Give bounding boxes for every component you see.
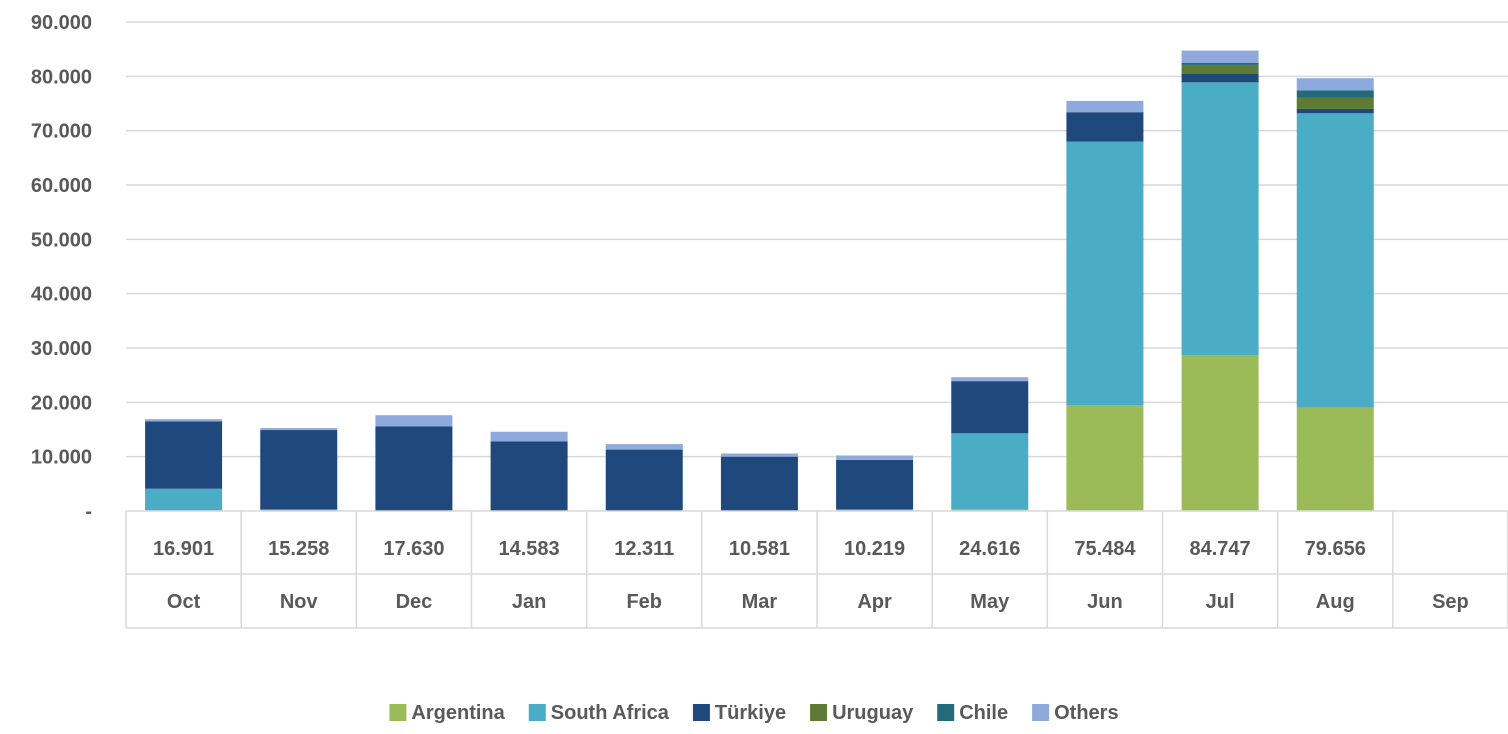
bar-feb-others: [605, 444, 683, 450]
bar-jul-t-rkiye: [1181, 73, 1259, 83]
category-label-jan: Jan: [512, 591, 546, 613]
bar-aug-south-africa: [1296, 113, 1374, 408]
total-label-feb: 12.311: [614, 538, 674, 560]
x-axis-data-table: 16.901 Oct 15.258 Nov 17.630 Dec 14.583 Jan 12.3…: [125, 510, 1508, 629]
bar-aug-uruguay: [1296, 97, 1374, 109]
bar-jun-others: [1066, 100, 1144, 113]
y-tick-label: 70.000: [31, 121, 92, 143]
bar-may-argentina: [951, 509, 1029, 511]
category-label-mar: Mar: [742, 591, 778, 613]
bar-dec-others: [375, 415, 453, 427]
category-label-dec: Dec: [396, 591, 433, 613]
bar-aug-chile: [1296, 90, 1374, 98]
bar-aug-t-rkiye: [1296, 108, 1374, 114]
bar-jul-argentina: [1181, 355, 1259, 511]
category-label-aug: Aug: [1316, 591, 1355, 613]
y-tick-label: -: [85, 501, 92, 523]
bar-apr-others: [836, 455, 914, 460]
bar-may-south-africa: [951, 433, 1029, 510]
total-label-jul: 84.747: [1189, 538, 1250, 560]
total-label-apr: 10.219: [844, 538, 905, 560]
category-label-nov: Nov: [280, 591, 319, 613]
bar-jun-argentina: [1066, 405, 1144, 511]
total-label-oct: 16.901: [153, 538, 214, 560]
bar-oct-t-rkiye: [145, 421, 223, 489]
bars: [145, 50, 1374, 511]
bar-jun-south-africa: [1066, 141, 1144, 406]
total-label-nov: 15.258: [268, 538, 329, 560]
bar-jan-t-rkiye: [490, 441, 568, 511]
bar-aug-others: [1296, 78, 1374, 91]
legend-label-chile: Chile: [959, 702, 1008, 724]
bar-feb-t-rkiye: [605, 449, 683, 511]
legend-label-south-africa: South Africa: [551, 702, 670, 724]
y-tick-label: 80.000: [31, 66, 92, 88]
legend-label-others: Others: [1054, 702, 1118, 724]
legend-swatch-t-rkiye: [692, 704, 710, 721]
bar-may-others: [951, 377, 1029, 382]
total-label-jan: 14.583: [498, 538, 559, 560]
bar-oct-others: [145, 419, 223, 422]
legend-swatch-others: [1032, 704, 1050, 721]
legend-swatch-argentina: [389, 704, 407, 721]
y-tick-label: 40.000: [31, 284, 92, 306]
bar-dec-t-rkiye: [375, 426, 453, 511]
total-label-may: 24.616: [959, 538, 1020, 560]
legend-label-uruguay: Uruguay: [832, 702, 914, 724]
bar-mar-t-rkiye: [720, 456, 798, 511]
bar-oct-south-africa: [145, 488, 223, 511]
total-label-mar: 10.581: [729, 538, 790, 560]
bar-jun-t-rkiye: [1066, 112, 1144, 142]
y-axis-tick-labels: - 10.000 20.000 30.000 40.000 50.000 60.000 70.…: [31, 12, 92, 523]
bar-aug-argentina: [1296, 407, 1374, 511]
y-tick-label: 50.000: [31, 229, 92, 251]
bar-nov-south-africa: [260, 509, 338, 511]
total-label-dec: 17.630: [383, 538, 444, 560]
legend-label-argentina: Argentina: [411, 702, 505, 724]
y-tick-label: 60.000: [31, 175, 92, 197]
legend-label-t-rkiye: Türkiye: [715, 702, 786, 724]
y-tick-label: 10.000: [31, 447, 92, 469]
bar-apr-south-africa: [836, 509, 914, 511]
category-label-jun: Jun: [1087, 591, 1123, 613]
bar-jul-chile: [1181, 62, 1259, 65]
bar-may-t-rkiye: [951, 381, 1029, 434]
legend-swatch-uruguay: [810, 704, 828, 721]
category-label-jul: Jul: [1206, 591, 1235, 613]
legend-swatch-chile: [937, 704, 955, 721]
y-tick-label: 90.000: [31, 12, 92, 34]
bar-jul-uruguay: [1181, 64, 1259, 74]
bar-apr-t-rkiye: [836, 459, 914, 510]
bar-jul-others: [1181, 50, 1259, 63]
bar-jul-south-africa: [1181, 82, 1259, 356]
category-label-sep: Sep: [1432, 591, 1469, 613]
category-label-feb: Feb: [626, 591, 662, 613]
category-label-oct: Oct: [167, 591, 201, 613]
bar-mar-others: [720, 453, 798, 457]
total-label-jun: 75.484: [1074, 538, 1136, 560]
category-label-apr: Apr: [857, 591, 892, 613]
bar-jan-others: [490, 431, 568, 442]
category-label-may: May: [970, 591, 1010, 613]
legend: Argentina South Africa Türkiye Uruguay Chile…: [389, 702, 1119, 724]
gridlines: [126, 21, 1508, 458]
y-tick-label: 20.000: [31, 392, 92, 414]
total-label-aug: 79.656: [1305, 538, 1366, 560]
bar-nov-others: [260, 428, 338, 431]
bar-nov-t-rkiye: [260, 430, 338, 510]
y-tick-label: 30.000: [31, 338, 92, 360]
legend-swatch-south-africa: [528, 704, 546, 721]
